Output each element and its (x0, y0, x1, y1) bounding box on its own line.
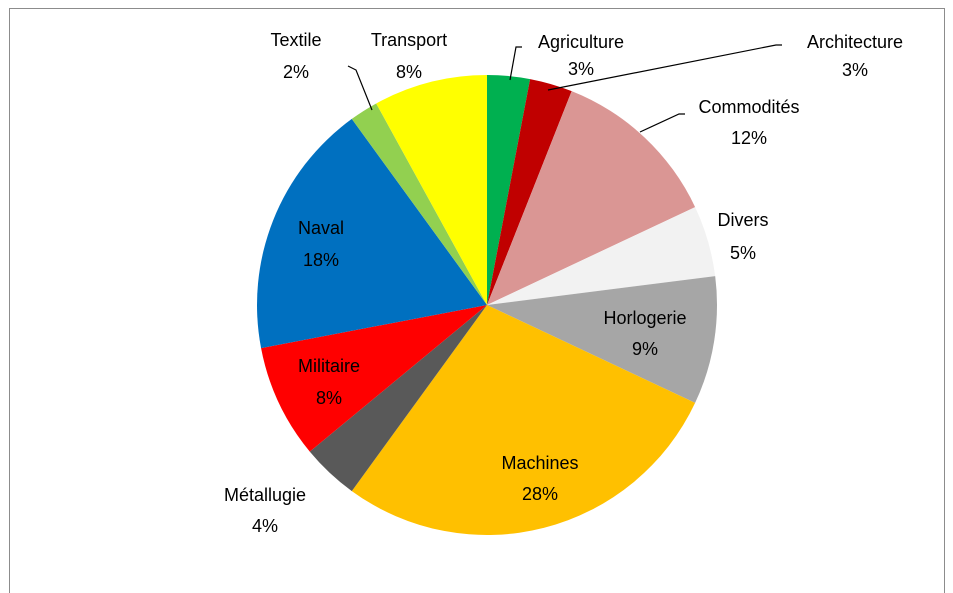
leader-line (639, 113, 685, 133)
pie-slice (309, 305, 487, 492)
pie-slice (261, 305, 487, 452)
pie-slice (487, 79, 572, 305)
slice-label: Commodités (698, 97, 799, 117)
pie-slice (487, 276, 717, 403)
leader-line (547, 44, 782, 91)
value-label: 12% (731, 128, 767, 148)
value-label: 28% (522, 484, 558, 504)
slice-label: Agriculture (538, 32, 624, 52)
value-label: 2% (283, 62, 309, 82)
pie (257, 75, 717, 535)
slice-label: Naval (298, 218, 344, 238)
slice-label: Horlogerie (603, 308, 686, 328)
pie-slice (376, 75, 487, 305)
value-label: 18% (303, 250, 339, 270)
pie-slice (351, 103, 487, 305)
slice-label: Divers (717, 210, 768, 230)
value-label: 4% (252, 516, 278, 536)
value-label: 8% (396, 62, 422, 82)
slice-label: Transport (371, 30, 447, 50)
value-label: 5% (730, 243, 756, 263)
pie-slice (351, 305, 696, 535)
leader-line (347, 65, 373, 111)
slice-label: Architecture (807, 32, 903, 52)
slice-label: Textile (270, 30, 321, 50)
pie-slice (487, 207, 716, 305)
leader-line (509, 46, 522, 81)
value-label: 3% (568, 59, 594, 79)
pie-slice (487, 91, 696, 306)
slice-label: Métallugie (224, 485, 306, 505)
pie-slice (487, 75, 531, 305)
slice-label: Militaire (298, 356, 360, 376)
leader-lines (347, 44, 782, 133)
slice-label: Machines (501, 453, 578, 473)
value-label: 8% (316, 388, 342, 408)
value-label: 9% (632, 339, 658, 359)
pie-slice (257, 118, 487, 349)
value-label: 3% (842, 60, 868, 80)
